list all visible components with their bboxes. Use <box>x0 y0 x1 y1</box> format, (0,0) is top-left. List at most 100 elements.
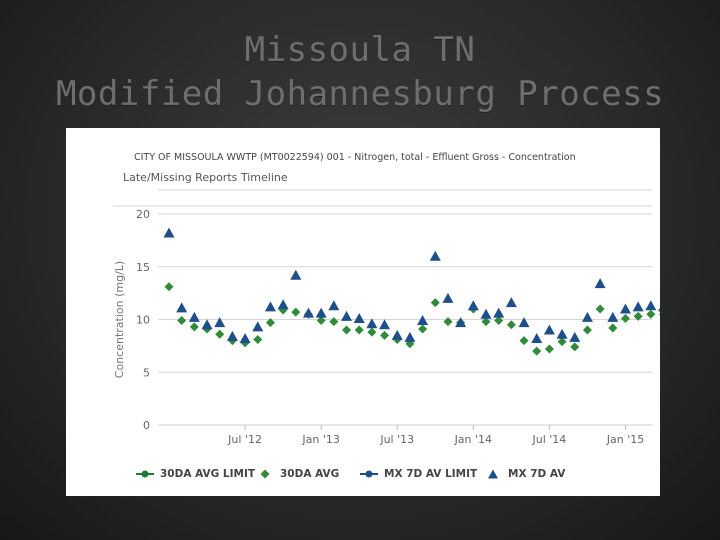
point-30da-avg <box>620 313 630 323</box>
legend-label: 30DA AVG <box>280 468 340 480</box>
legend-line-circle-icon <box>360 470 378 478</box>
point-30da-avg <box>189 322 199 332</box>
point-30da-avg <box>481 317 491 327</box>
point-mx-7d-av <box>214 317 226 328</box>
point-30da-avg <box>557 337 567 347</box>
point-mx-7d-av <box>607 311 619 322</box>
point-30da-avg <box>354 325 364 335</box>
point-mx-7d-av <box>505 297 517 308</box>
point-30da-avg <box>342 325 352 335</box>
point-mx-7d-av <box>264 301 276 312</box>
point-mx-7d-av <box>645 300 657 311</box>
legend-label: MX 7D AV LIMIT <box>384 468 478 480</box>
x-tick-label: Jan '14 <box>454 433 492 446</box>
point-mx-7d-av <box>226 330 238 341</box>
point-30da-avg <box>633 311 643 321</box>
point-mx-7d-av <box>594 278 606 289</box>
point-mx-7d-av <box>569 331 581 342</box>
point-30da-avg <box>265 318 275 328</box>
point-30da-avg <box>519 336 529 346</box>
chart-title: CITY OF MISSOULA WWTP (MT0022594) 001 - … <box>134 152 576 163</box>
point-mx-7d-av <box>480 308 492 319</box>
point-mx-7d-av <box>341 310 353 321</box>
legend-item-mx-7d-av[interactable]: MX 7D AV <box>484 468 565 480</box>
point-mx-7d-av <box>429 250 441 261</box>
point-30da-avg <box>506 320 516 330</box>
point-mx-7d-av <box>556 328 568 339</box>
y-tick-label: 15 <box>136 261 150 274</box>
point-mx-7d-av <box>239 332 251 343</box>
point-30da-avg <box>291 307 301 317</box>
legend-item-mx-7d-av-limit[interactable]: MX 7D AV LIMIT <box>360 468 477 480</box>
point-mx-7d-av <box>353 312 365 323</box>
point-mx-7d-av <box>455 317 467 328</box>
chart-subtitle: Late/Missing Reports Timeline <box>123 171 288 184</box>
point-30da-avg <box>380 330 390 340</box>
slide-title: Missoula TN Modified Johannesburg Proces… <box>0 28 720 116</box>
legend-item-30da-avg[interactable]: 30DA AVG <box>256 468 339 480</box>
point-30da-avg <box>544 344 554 354</box>
point-mx-7d-av <box>201 319 213 330</box>
point-mx-7d-av <box>277 299 289 310</box>
y-tick-label: 5 <box>143 366 150 379</box>
point-30da-avg <box>608 323 618 333</box>
point-mx-7d-av <box>404 331 416 342</box>
point-mx-7d-av <box>619 303 631 314</box>
legend-label: 30DA AVG LIMIT <box>160 468 256 480</box>
legend-triangle-icon <box>488 469 498 479</box>
point-mx-7d-av <box>417 315 429 326</box>
point-mx-7d-av <box>379 319 391 330</box>
point-30da-avg <box>532 346 542 356</box>
point-mx-7d-av <box>302 307 314 318</box>
point-mx-7d-av <box>581 311 593 322</box>
slide-title-line-1: Missoula TN <box>244 30 476 70</box>
point-30da-avg <box>164 282 174 292</box>
point-mx-7d-av <box>188 311 200 322</box>
y-tick-label: 10 <box>136 314 150 327</box>
point-30da-avg <box>253 335 263 345</box>
chart-plot: 0 5 10 15 20 Concentration (mg/L) Jul '12 Jan '… <box>113 189 660 446</box>
point-30da-avg <box>494 316 504 326</box>
point-30da-avg <box>659 313 660 316</box>
point-mx-7d-av <box>518 317 530 328</box>
point-30da-avg <box>443 317 453 327</box>
point-mx-7d-av <box>531 332 543 343</box>
point-30da-avg <box>215 329 225 339</box>
point-mx-7d-av <box>543 324 555 335</box>
x-tick-label: Jul '14 <box>532 433 567 446</box>
slide-title-line-2: Modified Johannesburg Process <box>55 74 665 114</box>
point-mx-7d-av <box>163 227 175 238</box>
x-tick-label: Jul '12 <box>227 433 262 446</box>
point-30da-avg <box>367 327 377 337</box>
x-tick-label: Jan '13 <box>301 433 339 446</box>
point-30da-avg <box>646 309 656 319</box>
point-30da-avg <box>595 304 605 314</box>
legend-diamond-icon <box>260 469 270 479</box>
point-mx-7d-av <box>493 307 505 318</box>
point-mx-7d-av <box>315 307 327 318</box>
point-30da-avg <box>570 342 580 352</box>
point-30da-avg <box>582 325 592 335</box>
legend-item-30da-avg-limit[interactable]: 30DA AVG LIMIT <box>136 468 255 480</box>
x-tick-label: Jul '13 <box>379 433 414 446</box>
point-mx-7d-av <box>366 318 378 329</box>
point-mx-7d-av <box>290 269 302 280</box>
y-tick-label: 0 <box>143 419 150 432</box>
point-30da-avg <box>418 324 428 334</box>
point-mx-7d-av <box>391 329 403 340</box>
point-30da-avg <box>177 316 187 326</box>
legend-line-circle-icon <box>136 470 154 478</box>
point-30da-avg <box>329 317 339 327</box>
y-tick-label: 20 <box>136 208 150 221</box>
point-mx-7d-av <box>658 307 660 312</box>
point-mx-7d-av <box>252 321 264 332</box>
y-axis-label: Concentration (mg/L) <box>113 261 126 378</box>
point-mx-7d-av <box>442 292 454 303</box>
point-mx-7d-av <box>632 301 644 312</box>
point-mx-7d-av <box>467 300 479 311</box>
point-mx-7d-av <box>328 300 340 311</box>
point-mx-7d-av <box>176 302 188 313</box>
legend-label: MX 7D AV <box>508 468 566 480</box>
x-tick-label: Jan '15 <box>606 433 644 446</box>
point-30da-avg <box>316 316 326 326</box>
